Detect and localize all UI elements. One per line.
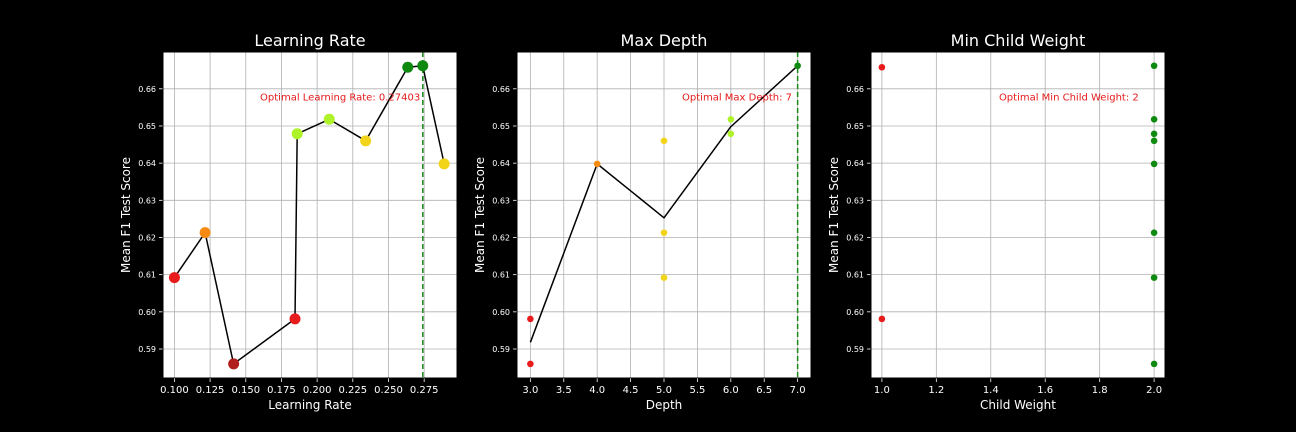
y-tick-label: 0.66 (492, 85, 510, 94)
subplot-1: 0.100 0.125 0.150 0.175 0.200 0.225 0.250 0.275… (119, 31, 458, 412)
optimal-annotation: Optimal Max Depth: 7 (682, 93, 792, 104)
data-point (878, 63, 886, 71)
data-point (593, 160, 601, 168)
data-point (527, 315, 534, 323)
y-tick-label: 0.66 (138, 85, 156, 94)
x-tick-label: 4.5 (623, 385, 639, 396)
y-axis-label: Mean F1 Test Score (473, 157, 487, 273)
trend-line (529, 65, 799, 343)
data-point (1150, 274, 1158, 281)
optimal-annotation: Optimal Min Child Weight: 2 (999, 93, 1139, 104)
data-point (727, 130, 735, 138)
data-point (1150, 130, 1158, 138)
y-tick-label: 0.61 (846, 271, 864, 280)
data-point (323, 113, 335, 125)
y-tick-label: 0.63 (138, 196, 156, 205)
y-tick-label: 0.61 (492, 271, 510, 280)
x-tick-label: 4.0 (589, 385, 605, 396)
data-point (438, 158, 450, 170)
chart-title: Max Depth (621, 31, 708, 50)
y-tick-label: 0.63 (846, 196, 864, 205)
data-point (727, 115, 735, 123)
x-tick-label: 0.200 (303, 385, 332, 396)
x-tick-label: 6.0 (723, 385, 739, 396)
y-tick-label: 0.60 (846, 308, 864, 317)
data-point (660, 274, 668, 281)
data-point (417, 60, 429, 72)
trend-line (173, 64, 445, 366)
data-point (289, 313, 301, 325)
data-point (660, 137, 668, 145)
y-tick-label: 0.64 (846, 159, 864, 168)
y-tick-label: 0.60 (138, 308, 156, 317)
data-point (168, 272, 180, 284)
data-point (878, 315, 886, 323)
y-tick-label: 0.62 (138, 233, 156, 242)
y-axis-label: Mean F1 Test Score (119, 157, 133, 273)
y-tick-label: 0.61 (138, 271, 156, 280)
data-point (1150, 62, 1158, 70)
x-tick-label: 1.8 (1092, 385, 1108, 396)
x-tick-label: 0.100 (160, 385, 189, 396)
x-tick-label: 1.0 (874, 385, 890, 396)
plot-frame (516, 51, 812, 379)
data-point (527, 360, 534, 368)
x-tick-label: 1.6 (1037, 385, 1053, 396)
chart-title: Learning Rate (254, 31, 365, 50)
y-tick-label: 0.62 (492, 233, 510, 242)
y-tick-label: 0.65 (138, 122, 156, 131)
chart-title: Min Child Weight (951, 31, 1086, 50)
subplot-3: 1.0 1.2 1.4 1.6 1.8 2.0 0.59 0.60 0.61 0.62 0.63 0.… (827, 31, 1166, 412)
plot-area (163, 52, 457, 378)
plot-area (871, 52, 1165, 378)
y-tick-label: 0.64 (138, 159, 156, 168)
y-tick-label: 0.64 (492, 159, 510, 168)
x-tick-label: 1.4 (983, 385, 999, 396)
data-point (1150, 229, 1158, 236)
data-point (1150, 115, 1158, 123)
subplot-2: 3.0 3.5 4.0 4.5 5.0 5.5 6.0 6.5 7.0 0.59 0.60 0.61 0… (473, 31, 812, 412)
data-point (660, 229, 668, 236)
y-tick-label: 0.59 (492, 345, 510, 354)
x-tick-label: 7.0 (790, 385, 806, 396)
y-tick-label: 0.60 (492, 308, 510, 317)
x-tick-label: 5.5 (689, 385, 705, 396)
x-axis-label: Depth (646, 398, 683, 412)
data-point (1150, 360, 1158, 368)
x-tick-label: 0.125 (196, 385, 225, 396)
y-tick-label: 0.63 (492, 196, 510, 205)
data-point (794, 62, 801, 70)
y-axis-label: Mean F1 Test Score (827, 157, 841, 273)
x-tick-label: 6.5 (756, 385, 772, 396)
data-point (1150, 160, 1158, 168)
x-tick-label: 3.5 (556, 385, 572, 396)
x-axis-label: Child Weight (980, 398, 1056, 412)
x-tick-label: 0.150 (231, 385, 260, 396)
y-tick-label: 0.62 (846, 233, 864, 242)
x-tick-label: 5.0 (656, 385, 672, 396)
y-tick-label: 0.65 (846, 122, 864, 131)
y-tick-label: 0.66 (846, 85, 864, 94)
y-tick-label: 0.59 (138, 345, 156, 354)
x-tick-label: 0.175 (267, 385, 296, 396)
x-tick-label: 0.250 (374, 385, 403, 396)
optimal-annotation: Optimal Learning Rate: 0.27403 (260, 93, 420, 104)
plot-frame (162, 51, 458, 379)
x-tick-label: 3.0 (522, 385, 538, 396)
data-point (291, 128, 303, 140)
y-tick-label: 0.59 (846, 345, 864, 354)
y-tick-label: 0.65 (492, 122, 510, 131)
data-point (1150, 137, 1158, 145)
x-axis-label: Learning Rate (268, 398, 351, 412)
data-point (199, 227, 211, 239)
x-tick-label: 2.0 (1146, 385, 1162, 396)
data-point (228, 358, 240, 370)
x-tick-label: 1.2 (928, 385, 944, 396)
x-tick-label: 0.275 (410, 385, 439, 396)
plot-frame (870, 51, 1166, 379)
data-point (402, 61, 414, 73)
x-tick-label: 0.225 (338, 385, 367, 396)
data-point (360, 135, 372, 147)
